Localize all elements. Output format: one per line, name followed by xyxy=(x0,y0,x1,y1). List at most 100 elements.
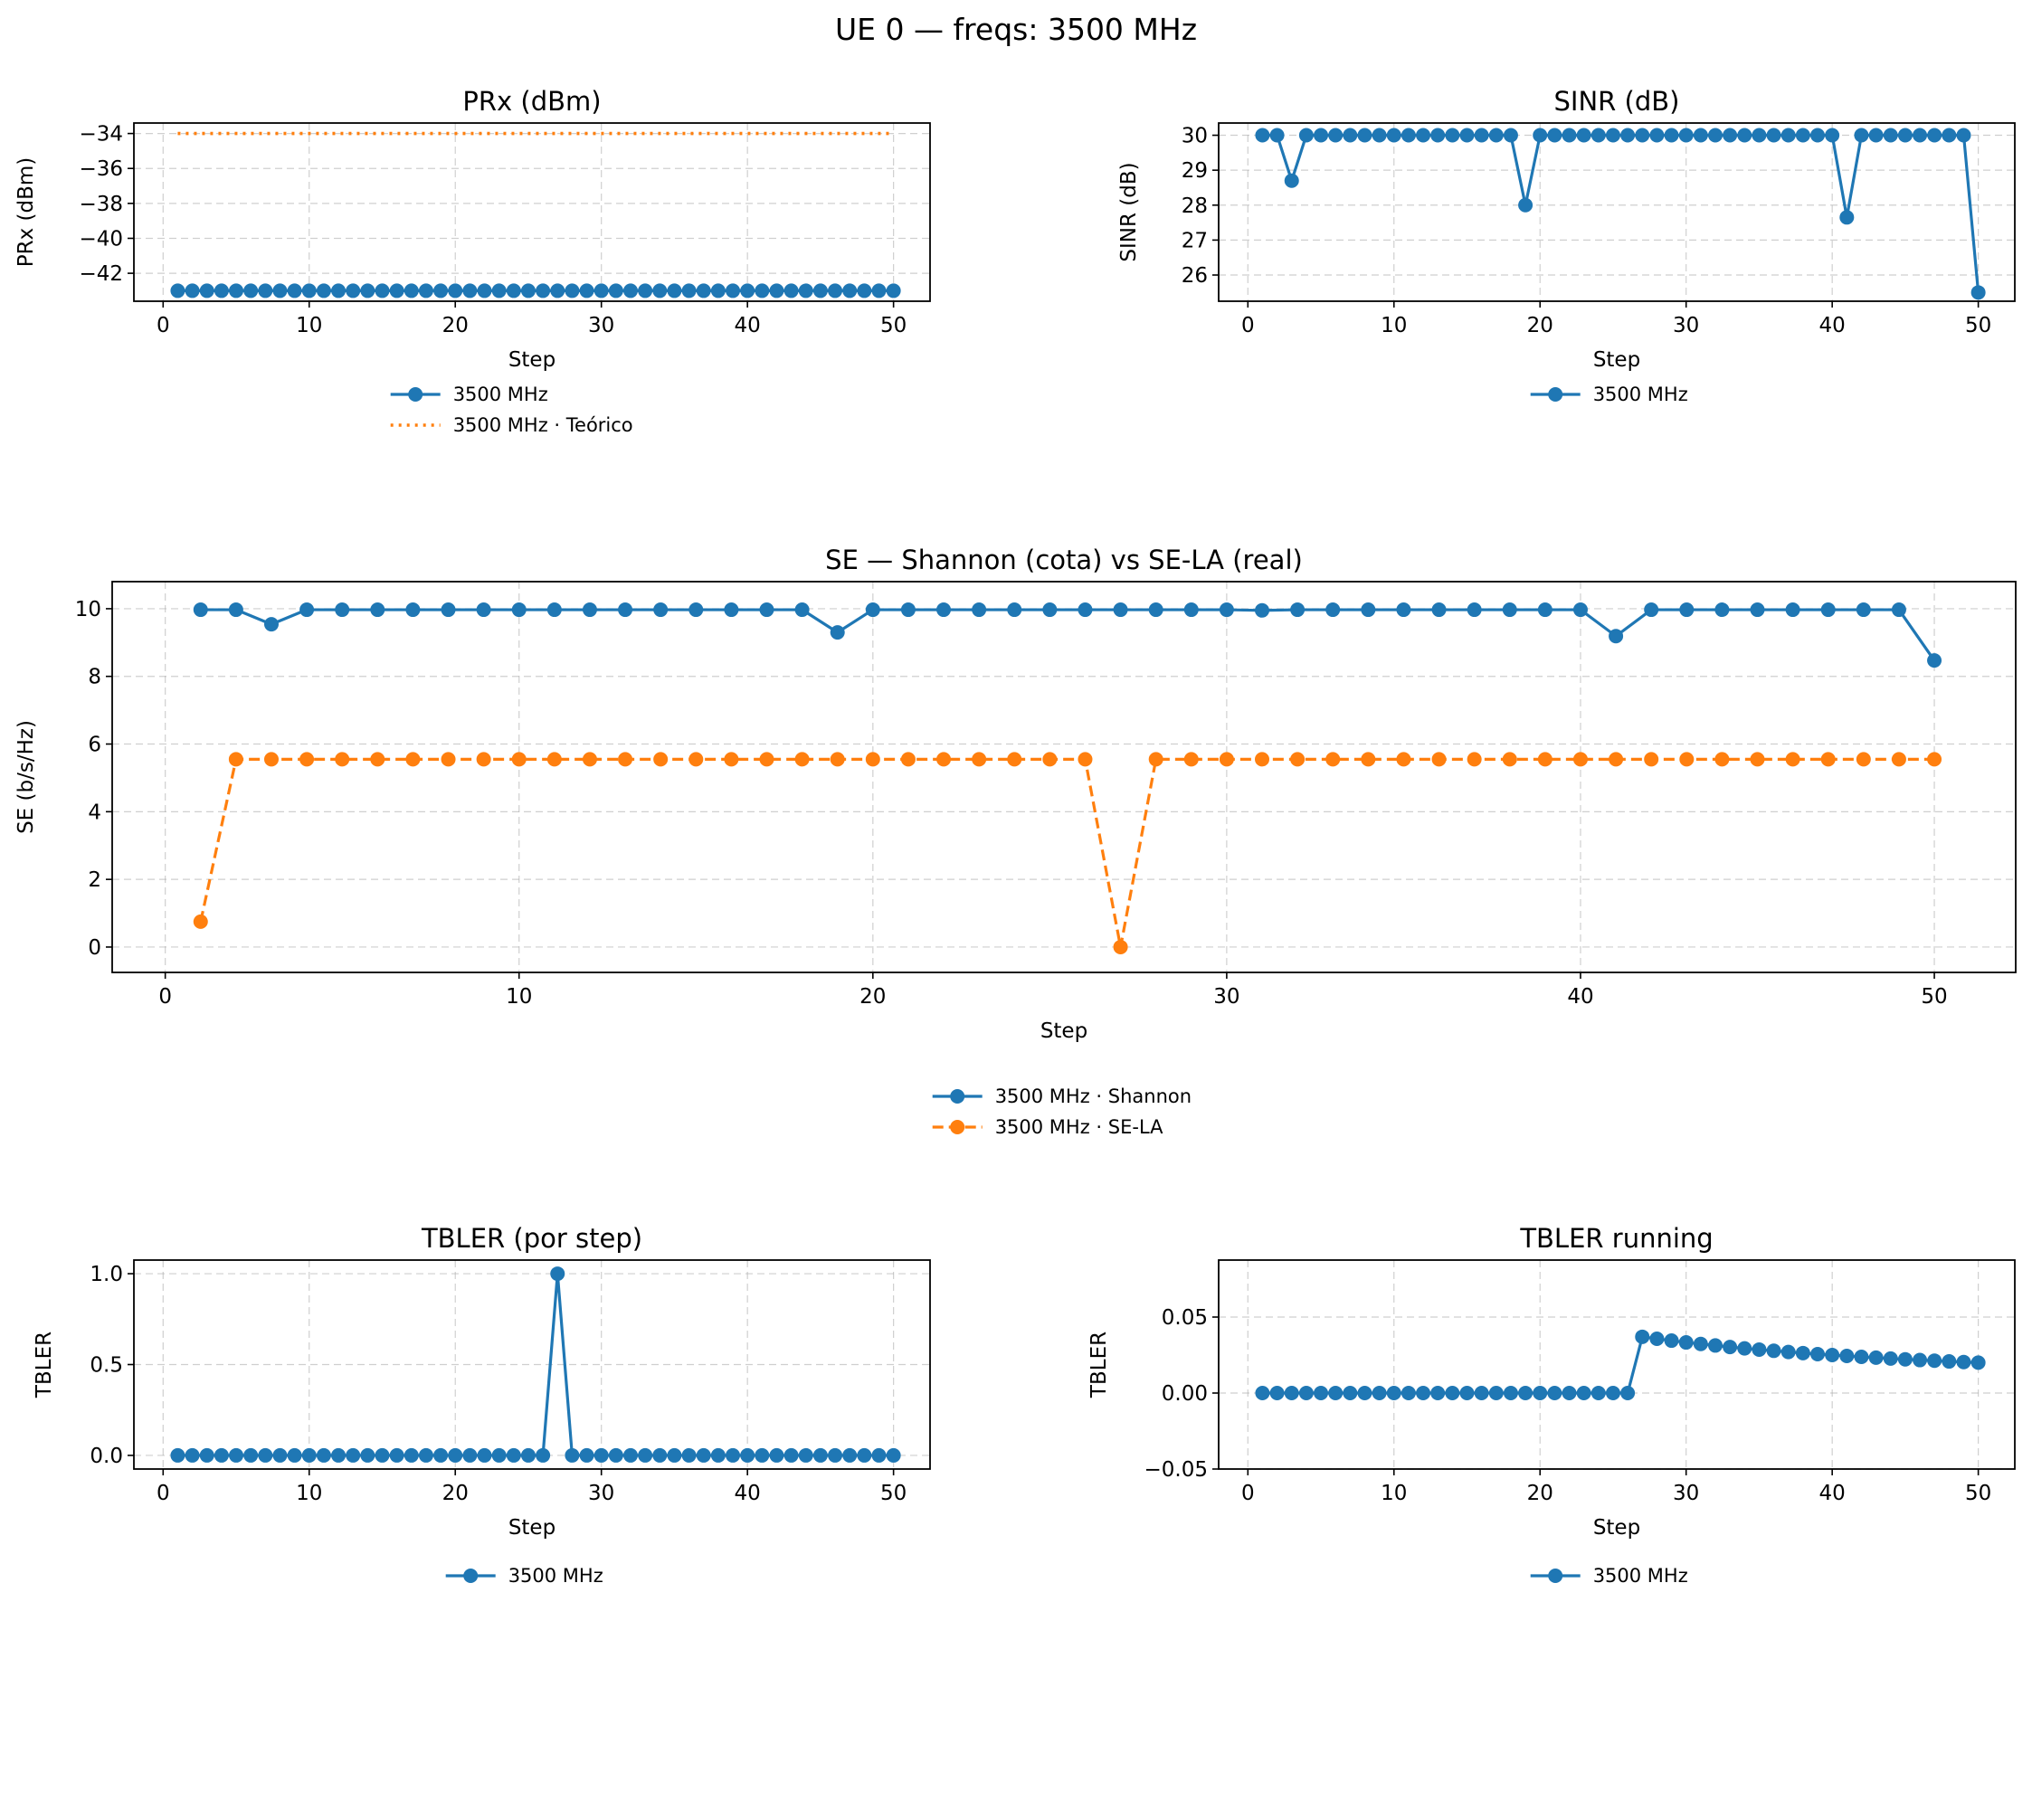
data-point xyxy=(1856,602,1871,618)
data-point xyxy=(1007,602,1022,618)
data-point xyxy=(622,1447,638,1463)
data-point xyxy=(842,283,858,299)
y-tick-label: 8 xyxy=(88,666,101,689)
data-point xyxy=(972,602,987,618)
data-point xyxy=(1325,602,1341,618)
data-point xyxy=(550,283,565,299)
data-point xyxy=(1325,752,1341,767)
data-point xyxy=(1255,1386,1270,1400)
y-axis-label: SE (b/s/Hz) xyxy=(14,720,38,834)
data-point xyxy=(185,283,200,299)
data-point xyxy=(258,283,273,299)
data-point xyxy=(1620,128,1636,143)
data-point xyxy=(1927,1353,1942,1369)
data-point xyxy=(506,283,521,299)
data-point xyxy=(798,283,813,299)
data-point xyxy=(1609,629,1624,644)
data-point xyxy=(1714,752,1730,767)
data-point xyxy=(462,283,478,299)
axes-title: SE — Shannon (cota) vs SE-LA (real) xyxy=(825,545,1303,575)
data-point xyxy=(769,283,784,299)
data-point xyxy=(1401,1386,1416,1400)
x-tick-label: 30 xyxy=(588,314,614,337)
axes-frame xyxy=(133,122,931,302)
x-tick-label: 30 xyxy=(1213,985,1239,1009)
data-point xyxy=(404,283,419,299)
data-point xyxy=(1678,128,1694,143)
y-axis-label: TBLER xyxy=(33,1332,56,1398)
data-point xyxy=(1679,602,1695,618)
data-point xyxy=(1007,752,1022,767)
data-point xyxy=(1459,128,1475,143)
y-tick-label: 0 xyxy=(88,936,101,960)
data-point xyxy=(582,602,597,618)
y-tick-label: −34 xyxy=(79,123,123,147)
data-point xyxy=(1537,602,1552,618)
data-point xyxy=(1314,128,1329,143)
data-point xyxy=(582,752,597,767)
y-tick-label: 6 xyxy=(88,734,101,757)
data-point xyxy=(1707,1338,1723,1353)
data-point xyxy=(316,1447,331,1463)
data-point xyxy=(1825,128,1840,143)
legend-swatch-marker xyxy=(950,1120,965,1134)
data-point xyxy=(272,1447,288,1463)
data-point xyxy=(193,914,208,929)
data-point xyxy=(433,283,449,299)
data-point xyxy=(228,752,243,767)
legend-label: 3500 MHz · SE-LA xyxy=(995,1116,1163,1138)
data-point xyxy=(1664,1333,1679,1349)
data-point xyxy=(1255,128,1270,143)
data-point xyxy=(1314,1386,1329,1400)
data-point xyxy=(1533,1386,1548,1400)
x-tick-label: 40 xyxy=(1819,314,1846,337)
data-point xyxy=(812,283,828,299)
data-point xyxy=(857,1447,872,1463)
data-point xyxy=(1737,128,1752,143)
data-point xyxy=(1474,1386,1489,1400)
data-point xyxy=(418,1447,433,1463)
legend: 3500 MHz xyxy=(445,1565,603,1587)
data-point xyxy=(1459,1386,1475,1400)
data-point xyxy=(1148,752,1163,767)
data-point xyxy=(243,1447,259,1463)
legend-swatch-marker xyxy=(408,387,423,402)
data-point xyxy=(1533,128,1548,143)
x-tick-label: 50 xyxy=(880,314,907,337)
data-point xyxy=(1970,1355,1986,1370)
data-point xyxy=(1183,752,1199,767)
data-point xyxy=(1810,128,1826,143)
data-point xyxy=(331,283,347,299)
data-point xyxy=(1723,1340,1738,1355)
legend-label: 3500 MHz · Shannon xyxy=(995,1085,1192,1107)
x-tick-label: 10 xyxy=(296,1482,322,1505)
data-point xyxy=(1298,1386,1314,1400)
data-point xyxy=(653,602,669,618)
data-point xyxy=(1416,1386,1431,1400)
data-point xyxy=(1897,1351,1913,1367)
data-point xyxy=(1737,1341,1752,1356)
data-point xyxy=(1219,602,1234,618)
data-point xyxy=(389,283,404,299)
data-point xyxy=(1839,1349,1855,1364)
data-point xyxy=(1750,602,1765,618)
data-point xyxy=(900,602,916,618)
data-point xyxy=(1430,128,1446,143)
data-point xyxy=(335,602,350,618)
legend-swatch-marker xyxy=(1548,1569,1563,1583)
y-tick-label: −42 xyxy=(79,262,123,286)
data-point xyxy=(652,1447,668,1463)
data-point xyxy=(511,752,527,767)
data-point xyxy=(618,752,633,767)
data-point xyxy=(1401,128,1416,143)
data-point xyxy=(1113,602,1128,618)
data-point xyxy=(405,602,421,618)
data-point xyxy=(828,1447,843,1463)
data-point xyxy=(1386,128,1401,143)
data-point xyxy=(1707,128,1723,143)
data-point xyxy=(830,625,845,640)
x-tick-label: 30 xyxy=(1673,1482,1699,1505)
data-point xyxy=(477,1447,492,1463)
y-tick-label: 4 xyxy=(88,801,101,824)
